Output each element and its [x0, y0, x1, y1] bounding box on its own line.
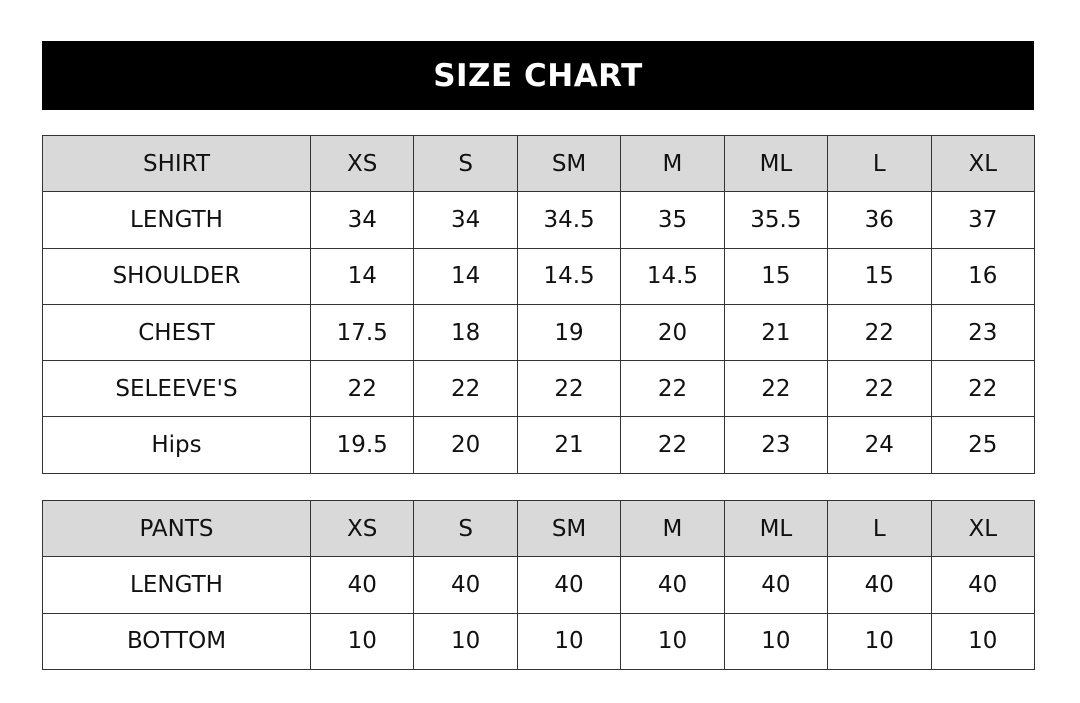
shirt-size-table: SHIRT XS S SM M ML L XL LENGTH 34 34 34.5 35 35.5 36 37…	[42, 134, 1036, 474]
table-row: LENGTH 34 34 34.5 35 35.5 36 37	[42, 191, 1036, 249]
measurement-cell: 40	[620, 556, 725, 614]
table-header-label: PANTS	[42, 499, 311, 558]
measurement-cell: 22	[516, 360, 622, 418]
measurement-cell: 22	[309, 360, 415, 418]
measurement-cell: 20	[413, 416, 518, 474]
table-row: SHOULDER 14 14 14.5 14.5 15 15 16	[42, 247, 1036, 305]
measurement-cell: 34	[309, 191, 415, 249]
measurement-cell: 20	[620, 303, 725, 362]
measurement-cell: 40	[723, 556, 829, 614]
table-header-row: SHIRT XS S SM M ML L XL	[42, 134, 1036, 193]
measurement-cell: 35	[620, 191, 725, 249]
measurement-cell: 22	[723, 360, 829, 418]
measurement-cell: 40	[516, 556, 622, 614]
size-header-cell: XS	[309, 134, 415, 193]
size-header-cell: XL	[930, 134, 1036, 193]
measurement-cell: 22	[827, 303, 932, 362]
measurement-cell: 21	[516, 416, 622, 474]
measurement-label: BOTTOM	[42, 612, 311, 670]
table-row: CHEST 17.5 18 19 20 21 22 23	[42, 303, 1036, 362]
measurement-cell: 18	[413, 303, 518, 362]
measurement-cell: 17.5	[309, 303, 415, 362]
size-header-cell: M	[620, 499, 725, 558]
measurement-cell: 25	[930, 416, 1036, 474]
measurement-cell: 22	[930, 360, 1036, 418]
measurement-cell: 34	[413, 191, 518, 249]
size-header-cell: SM	[516, 499, 622, 558]
measurement-label: CHEST	[42, 303, 311, 362]
measurement-cell: 10	[827, 612, 932, 670]
table-row: Hips 19.5 20 21 22 23 24 25	[42, 416, 1036, 474]
measurement-cell: 10	[930, 612, 1036, 670]
measurement-cell: 37	[930, 191, 1036, 249]
size-header-cell: M	[620, 134, 725, 193]
measurement-cell: 19	[516, 303, 622, 362]
measurement-cell: 24	[827, 416, 932, 474]
measurement-cell: 14	[309, 247, 415, 305]
measurement-cell: 10	[309, 612, 415, 670]
measurement-cell: 10	[723, 612, 829, 670]
measurement-cell: 14.5	[516, 247, 622, 305]
measurement-cell: 10	[413, 612, 518, 670]
size-chart-title: SIZE CHART	[42, 41, 1034, 110]
table-header-row: PANTS XS S SM M ML L XL	[42, 499, 1036, 558]
measurement-cell: 35.5	[723, 191, 829, 249]
measurement-cell: 10	[516, 612, 622, 670]
table-header-label: SHIRT	[42, 134, 311, 193]
measurement-cell: 23	[723, 416, 829, 474]
size-header-cell: L	[827, 134, 932, 193]
measurement-cell: 14.5	[620, 247, 725, 305]
measurement-cell: 22	[827, 360, 932, 418]
measurement-label: SELEEVE'S	[42, 360, 311, 418]
measurement-cell: 22	[413, 360, 518, 418]
size-header-cell: XL	[930, 499, 1036, 558]
pants-size-table: PANTS XS S SM M ML L XL LENGTH 40 40 40 40 40 40 40 BOTT…	[42, 499, 1036, 670]
measurement-cell: 15	[827, 247, 932, 305]
size-header-cell: ML	[723, 499, 829, 558]
table-row: BOTTOM 10 10 10 10 10 10 10	[42, 612, 1036, 670]
size-header-cell: S	[413, 499, 518, 558]
measurement-cell: 40	[827, 556, 932, 614]
measurement-cell: 36	[827, 191, 932, 249]
size-header-cell: L	[827, 499, 932, 558]
measurement-cell: 40	[930, 556, 1036, 614]
measurement-cell: 23	[930, 303, 1036, 362]
size-header-cell: SM	[516, 134, 622, 193]
table-row: LENGTH 40 40 40 40 40 40 40	[42, 556, 1036, 614]
measurement-cell: 14	[413, 247, 518, 305]
measurement-label: SHOULDER	[42, 247, 311, 305]
measurement-label: LENGTH	[42, 191, 311, 249]
measurement-label: Hips	[42, 416, 311, 474]
size-header-cell: ML	[723, 134, 829, 193]
measurement-cell: 40	[309, 556, 415, 614]
measurement-cell: 34.5	[516, 191, 622, 249]
measurement-cell: 19.5	[309, 416, 415, 474]
measurement-cell: 22	[620, 416, 725, 474]
measurement-cell: 22	[620, 360, 725, 418]
measurement-cell: 15	[723, 247, 829, 305]
size-header-cell: XS	[309, 499, 415, 558]
measurement-cell: 10	[620, 612, 725, 670]
measurement-cell: 16	[930, 247, 1036, 305]
size-header-cell: S	[413, 134, 518, 193]
measurement-label: LENGTH	[42, 556, 311, 614]
measurement-cell: 40	[413, 556, 518, 614]
table-row: SELEEVE'S 22 22 22 22 22 22 22	[42, 360, 1036, 418]
measurement-cell: 21	[723, 303, 829, 362]
